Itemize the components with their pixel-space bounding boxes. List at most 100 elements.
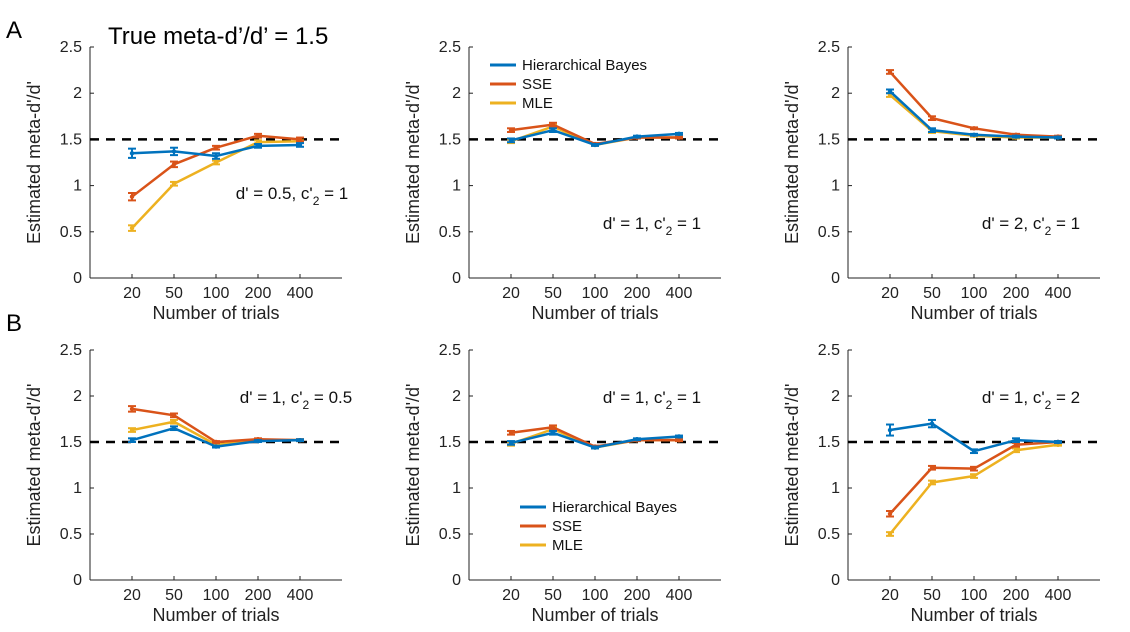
- condition-annotation: d' = 1, c'2 = 2: [982, 388, 1080, 412]
- annotation-tail: = 2: [1051, 388, 1080, 407]
- data-point: [508, 430, 514, 435]
- panel-b3: 0 0.5 1 1.5 2 2.5 20 50 100 200 400 Number of trial…: [782, 342, 1100, 625]
- x-tick-label: 50: [923, 587, 941, 604]
- y-tick-label: 2: [73, 85, 82, 102]
- legend-label: MLE: [522, 95, 553, 112]
- y-tick-label: 2.5: [818, 39, 840, 56]
- data-point: [129, 225, 135, 231]
- data-point: [1013, 134, 1019, 139]
- data-point: [550, 122, 556, 127]
- y-tick-label: 0.5: [439, 526, 461, 543]
- x-tick-label: 400: [1045, 285, 1072, 302]
- annotation-main: d' = 1, c': [603, 214, 666, 233]
- x-tick-label: 100: [961, 285, 988, 302]
- data-point: [255, 133, 261, 138]
- annotation-subscript: 2: [1045, 398, 1052, 412]
- data-point: [676, 135, 682, 140]
- y-tick-label: 0.5: [60, 224, 82, 241]
- x-tick-label: 400: [666, 285, 693, 302]
- data-point: [297, 437, 303, 443]
- data-point: [971, 132, 977, 137]
- data-point: [592, 445, 598, 450]
- series-sse: [886, 439, 1062, 518]
- x-tick-label: 100: [582, 587, 609, 604]
- x-tick-label: 20: [123, 285, 141, 302]
- data-point: [550, 127, 556, 133]
- x-axis-label: Number of trials: [152, 605, 279, 625]
- y-tick-label: 2.5: [818, 342, 840, 359]
- data-point: [213, 160, 219, 165]
- data-point: [255, 143, 261, 149]
- panel-a1: 0 0.5 1 1.5 2 2.5 20 50 100 200 400 Number of trial…: [24, 39, 348, 323]
- panel-b2: 0 0.5 1 1.5 2 2.5 20 50 100 200 400 Number of trial…: [403, 342, 721, 625]
- legend: Hierarchical Bayes SSE MLE: [520, 499, 677, 554]
- data-point: [676, 434, 682, 439]
- data-point: [129, 406, 135, 412]
- data-point: [1013, 442, 1019, 447]
- series-hierarchical-bayes: [128, 425, 304, 449]
- annotation-tail: = 0.5: [309, 388, 352, 407]
- x-tick-label: 400: [666, 587, 693, 604]
- data-point: [634, 134, 640, 139]
- series-hierarchical-bayes: [886, 418, 1062, 455]
- data-point: [213, 439, 219, 445]
- data-point: [971, 126, 977, 131]
- panels-group: 0 0.5 1 1.5 2 2.5 20 50 100 200 400 Number of trial…: [24, 39, 1100, 625]
- y-tick-label: 0: [831, 572, 840, 589]
- series-hierarchical-bayes: [507, 429, 683, 450]
- data-point: [971, 449, 977, 454]
- annotation-subscript: 2: [666, 224, 673, 238]
- series-hierarchical-bayes: [886, 88, 1062, 140]
- y-tick-label: 1: [831, 178, 840, 195]
- legend-label: SSE: [522, 76, 552, 93]
- x-tick-label: 20: [502, 587, 520, 604]
- x-axis-label: Number of trials: [531, 303, 658, 323]
- data-point: [971, 473, 977, 479]
- panel-b1: 0 0.5 1 1.5 2 2.5 20 50 100 200 400 Number of trial…: [24, 342, 352, 625]
- x-axis-label: Number of trials: [910, 303, 1037, 323]
- annotation-main: d' = 1, c': [240, 388, 303, 407]
- data-point: [1055, 439, 1061, 445]
- data-point: [592, 142, 598, 148]
- data-point: [129, 427, 135, 433]
- x-tick-label: 50: [165, 285, 183, 302]
- y-tick-label: 2.5: [60, 342, 82, 359]
- series-hierarchical-bayes: [128, 142, 304, 160]
- data-point: [1013, 437, 1019, 443]
- y-tick-label: 1.5: [439, 131, 461, 148]
- data-point: [508, 440, 514, 446]
- data-point: [171, 413, 177, 418]
- data-point: [1055, 135, 1061, 140]
- data-point: [887, 89, 893, 94]
- annotation-tail: = 1: [672, 214, 701, 233]
- y-tick-label: 2: [831, 85, 840, 102]
- y-tick-label: 2.5: [60, 39, 82, 56]
- y-tick-label: 2: [452, 388, 461, 405]
- y-axis-label: Estimated meta-d'/d': [782, 384, 802, 547]
- y-tick-label: 0.5: [818, 224, 840, 241]
- data-point: [887, 511, 893, 516]
- annotation-subscript: 2: [666, 398, 673, 412]
- x-tick-label: 400: [287, 587, 314, 604]
- x-tick-label: 50: [165, 587, 183, 604]
- legend: Hierarchical Bayes SSE MLE: [490, 57, 647, 112]
- annotation-subscript: 2: [1045, 224, 1052, 238]
- x-tick-label: 200: [1003, 285, 1030, 302]
- x-tick-label: 20: [881, 587, 899, 604]
- annotation-main: d' = 1, c': [603, 388, 666, 407]
- data-point: [171, 149, 177, 154]
- x-tick-label: 20: [881, 285, 899, 302]
- y-tick-label: 1: [452, 178, 461, 195]
- y-tick-label: 2.5: [439, 39, 461, 56]
- data-point: [213, 153, 219, 159]
- data-point: [508, 138, 514, 143]
- figure-title: True meta-d’/d’ = 1.5: [108, 23, 328, 50]
- x-axis-label: Number of trials: [910, 605, 1037, 625]
- data-point: [129, 194, 135, 199]
- x-tick-label: 20: [502, 285, 520, 302]
- y-tick-label: 1.5: [818, 131, 840, 148]
- data-point: [255, 438, 261, 444]
- y-tick-label: 2: [452, 85, 461, 102]
- data-point: [171, 162, 177, 167]
- series-sse: [886, 69, 1062, 139]
